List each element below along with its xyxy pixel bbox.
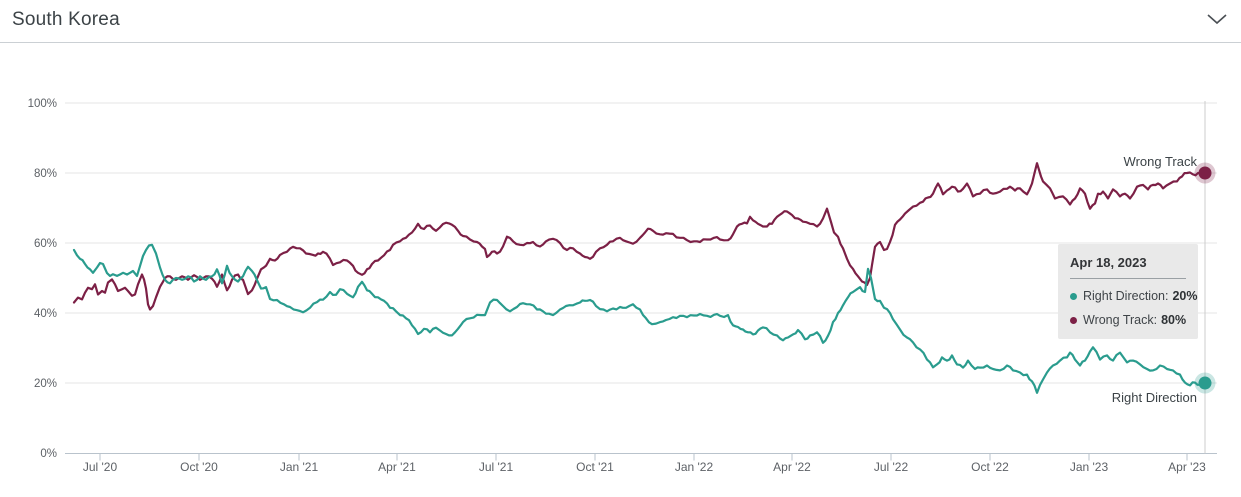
series-end-label-right-direction: Right Direction — [1111, 390, 1197, 405]
y-axis-tick-label: 60% — [34, 238, 57, 250]
x-axis-tick-label: Apr '21 — [378, 460, 416, 474]
series-end-label-wrong-track: Wrong Track — [1123, 154, 1197, 169]
x-axis-tick-label: Oct '21 — [576, 460, 614, 474]
tooltip-label: Right Direction: — [1083, 289, 1169, 303]
maroon-dot-icon — [1070, 316, 1077, 324]
tooltip-label: Wrong Track: — [1083, 313, 1158, 327]
chart-canvas[interactable]: 0% 20% 40% 60% 80% 100% Jul '20 Oct '20 Jan '21 A… — [0, 43, 1241, 497]
chevron-down-icon[interactable] — [1207, 12, 1227, 26]
tooltip-value: 80% — [1161, 313, 1187, 327]
tooltip-date: Apr 18, 2023 — [1070, 255, 1147, 270]
chart-header: South Korea — [0, 0, 1241, 43]
series-line-wrong-track — [72, 162, 1207, 311]
y-axis-tick-label: 40% — [34, 308, 57, 320]
x-axis-tick-label: Jan '22 — [675, 460, 714, 474]
hover-tooltip: Apr 18, 2023 Right Direction: 20% Wrong … — [1058, 244, 1198, 339]
teal-dot-icon — [1070, 292, 1077, 300]
x-axis-tick-label: Apr '22 — [773, 460, 811, 474]
series-line-right-direction — [72, 243, 1207, 394]
tooltip-value: 20% — [1172, 289, 1198, 303]
tooltip-separator — [1070, 278, 1186, 279]
y-axis-tick-label: 20% — [34, 378, 57, 390]
y-axis-tick-label: 80% — [34, 168, 57, 180]
trend-chart[interactable]: 0% 20% 40% 60% 80% 100% Jul '20 Oct '20 Jan '21 A… — [0, 43, 1241, 497]
x-axis-tick-label: Apr '23 — [1168, 460, 1206, 474]
x-axis-tick-label: Jul '22 — [874, 460, 909, 474]
x-axis-tick-label: Jul '20 — [83, 460, 118, 474]
x-axis-tick-label: Jan '21 — [280, 460, 319, 474]
y-axis-tick-label: 100% — [28, 98, 57, 110]
x-axis-tick-label: Jan '23 — [1070, 460, 1109, 474]
x-axis-tick-label: Jul '21 — [479, 460, 514, 474]
x-axis-tick-label: Oct '22 — [971, 460, 1009, 474]
series-end-marker — [1198, 376, 1212, 390]
x-axis-tick-label: Oct '20 — [180, 460, 218, 474]
tooltip-row-wrong-track: Wrong Track: 80% — [1070, 313, 1186, 327]
page-title: South Korea — [12, 9, 120, 30]
tooltip-row-right-direction: Right Direction: 20% — [1070, 289, 1197, 303]
series-end-marker — [1198, 166, 1212, 180]
y-axis-tick-label: 0% — [40, 448, 57, 460]
